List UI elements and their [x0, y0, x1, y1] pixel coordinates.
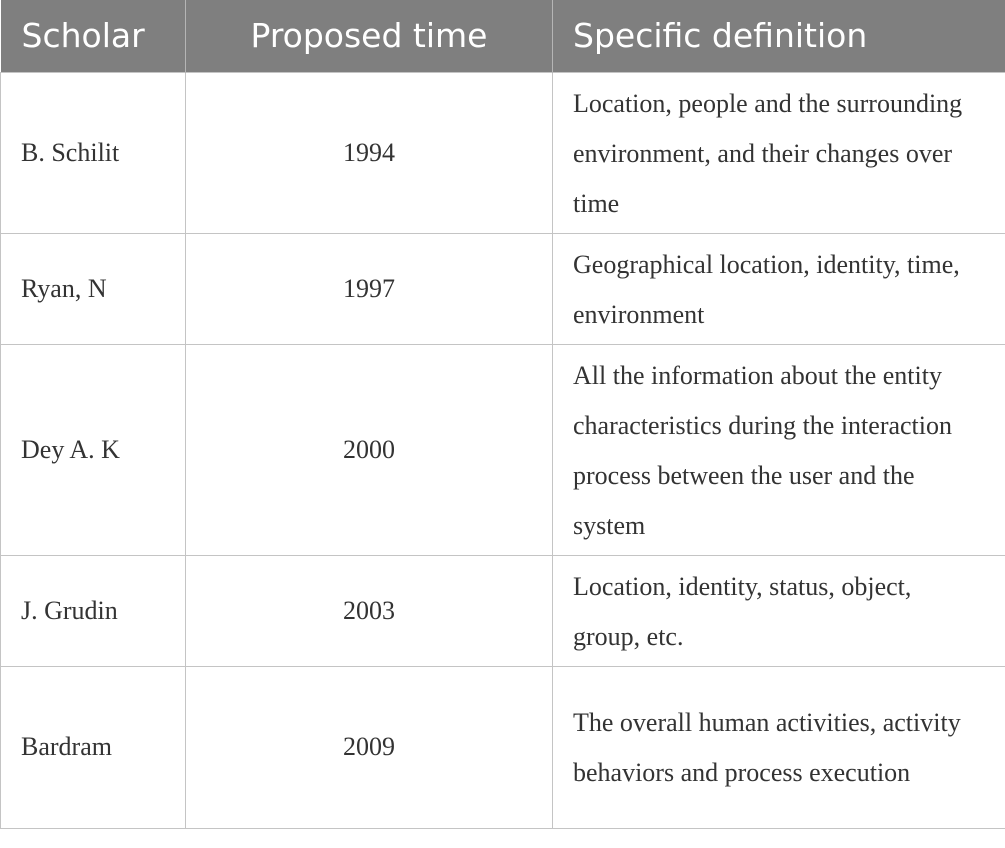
header-proposed-time: Proposed time [185, 0, 553, 72]
proposed-time-cell: 2000 [185, 343, 553, 556]
proposed-time-cell: 2003 [185, 554, 553, 667]
scholar-cell: Dey A. K [0, 343, 186, 556]
scholar-cell: J. Grudin [0, 554, 186, 667]
definition-cell: Location, people and the surrounding env… [552, 71, 1005, 234]
table-body: B. Schilit 1994 Location, people and the… [0, 71, 1005, 829]
definition-cell: Geographical location, identity, time, e… [552, 232, 1005, 345]
definition-cell: All the information about the entity cha… [552, 343, 1005, 556]
proposed-time-cell: 1997 [185, 232, 553, 345]
proposed-time-cell: 2009 [185, 665, 553, 829]
definition-cell: The overall human activities, activity b… [552, 665, 1005, 829]
header-row: Scholar Proposed time Specific definitio… [0, 0, 1005, 72]
table-row: Ryan, N 1997 Geographical location, iden… [0, 232, 1005, 345]
definition-table: Scholar Proposed time Specific definitio… [0, 0, 1005, 829]
header-specific-definition: Specific definition [552, 0, 1005, 72]
header-scholar: Scholar [0, 0, 186, 72]
table-row: Dey A. K 2000 All the information about … [0, 343, 1005, 556]
proposed-time-cell: 1994 [185, 71, 553, 234]
scholar-cell: B. Schilit [0, 71, 186, 234]
table-row: Bardram 2009 The overall human activitie… [0, 665, 1005, 829]
table-row: B. Schilit 1994 Location, people and the… [0, 71, 1005, 234]
definition-cell: Location, identity, status, object, grou… [552, 554, 1005, 667]
table-row: J. Grudin 2003 Location, identity, statu… [0, 554, 1005, 667]
table-header: Scholar Proposed time Specific definitio… [0, 0, 1005, 72]
scholar-cell: Bardram [0, 665, 186, 829]
scholar-cell: Ryan, N [0, 232, 186, 345]
